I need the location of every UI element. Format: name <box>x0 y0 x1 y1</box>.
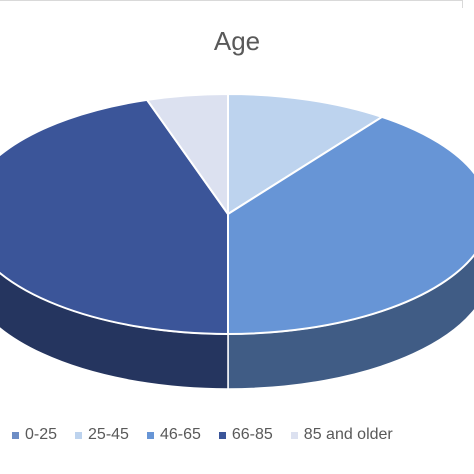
legend-label: 66-85 <box>231 426 273 443</box>
legend-swatch <box>290 431 298 439</box>
pie-slice-25-45 <box>227 92 385 216</box>
legend-item-0-25: 0-25 <box>12 426 57 444</box>
chart-frame-top <box>0 0 463 1</box>
pie-tops <box>0 92 474 336</box>
legend-swatch <box>146 431 154 439</box>
legend-label: 25-45 <box>88 426 129 443</box>
legend-item-25-45: 25-45 <box>75 426 129 444</box>
pie-slice-66-85 <box>0 98 229 336</box>
chart-title: Age <box>213 26 261 56</box>
legend-label: 85 and older <box>303 426 393 443</box>
legend-swatch <box>75 431 83 439</box>
legend-item-85-and-older: 85 and older <box>290 426 393 444</box>
pie-slice-46-65 <box>227 115 474 336</box>
legend-swatch <box>218 431 226 439</box>
pie-slice-85-and-older <box>145 92 229 218</box>
legend-item-46-65: 46-65 <box>146 426 201 444</box>
legend-item-66-85: 66-85 <box>218 426 273 444</box>
legend-swatch <box>12 431 19 439</box>
legend: 0-25 25-45 46-65 66-85 85 and older <box>12 423 474 447</box>
legend-label: 46-65 <box>159 426 201 443</box>
legend-label: 0-25 <box>25 426 58 443</box>
chart-frame-side <box>462 0 463 8</box>
